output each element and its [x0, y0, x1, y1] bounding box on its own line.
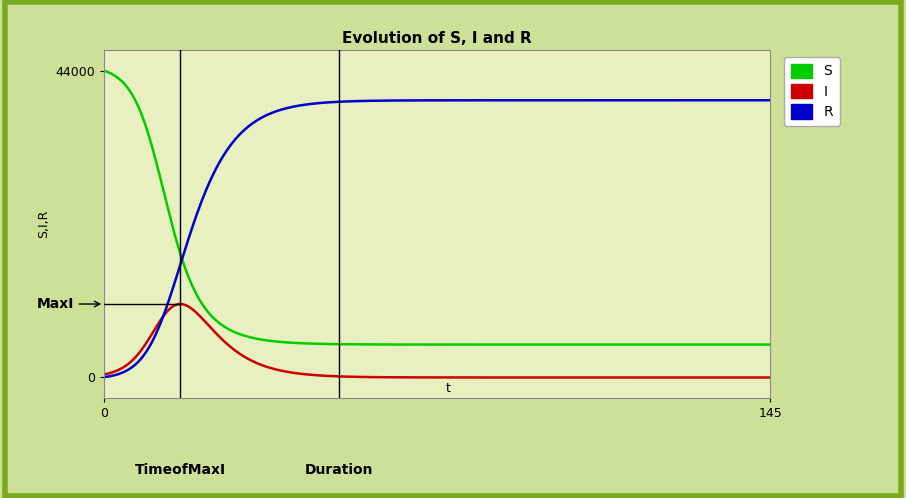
S — [696, 342, 707, 348]
I — [99, 372, 110, 377]
S — [99, 68, 110, 74]
S — [281, 339, 292, 345]
R — [696, 97, 707, 103]
R — [281, 105, 292, 111]
R — [765, 97, 776, 103]
Line: R: R — [104, 100, 770, 377]
R — [283, 105, 294, 111]
S — [283, 340, 294, 346]
Legend: S, I, R: S, I, R — [785, 57, 840, 126]
Text: Duration: Duration — [304, 463, 373, 477]
S — [446, 342, 457, 348]
Text: t: t — [446, 382, 451, 395]
I — [184, 304, 195, 310]
R — [446, 97, 457, 103]
I — [175, 301, 186, 307]
Line: S: S — [104, 71, 770, 345]
R — [184, 233, 195, 239]
I — [283, 369, 294, 375]
I — [590, 374, 601, 380]
S — [765, 342, 776, 348]
Y-axis label: S,I,R: S,I,R — [37, 210, 50, 238]
Text: TimeofMaxI: TimeofMaxI — [135, 463, 226, 477]
Title: Evolution of S, I and R: Evolution of S, I and R — [342, 31, 532, 46]
S — [184, 276, 195, 282]
Line: I: I — [104, 304, 770, 377]
R — [590, 97, 601, 103]
I — [281, 369, 292, 374]
S — [590, 342, 601, 348]
Text: MaxI: MaxI — [36, 297, 100, 311]
R — [99, 374, 110, 380]
I — [446, 374, 457, 380]
I — [696, 374, 707, 380]
I — [765, 374, 776, 380]
